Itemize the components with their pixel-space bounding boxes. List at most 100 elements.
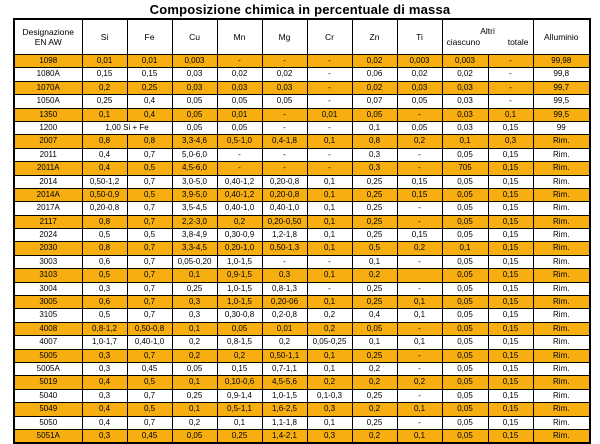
- value-cell: 0,2: [396, 134, 443, 149]
- value-cell: Rim.: [532, 402, 591, 417]
- value-cell: 1,0-1,5: [216, 295, 263, 310]
- value-cell: 0,5: [81, 228, 128, 243]
- value-cell: Rim.: [532, 174, 591, 189]
- value-cell: 0,2: [396, 241, 443, 256]
- value-cell: 0,03: [396, 80, 443, 96]
- value-cell: 0,2: [306, 321, 353, 337]
- value-cell: -: [261, 107, 308, 122]
- value-cell: Rim.: [532, 134, 591, 149]
- value-cell: 0,50-1,1: [261, 348, 308, 363]
- table-row: 3003 0,6 0,7 0,05-0,20 1,0-1,5- -0,1-0,05 0,15…: [13, 254, 591, 270]
- value-cell: 0,40-1,2: [216, 187, 263, 203]
- value-cell: 0,2: [81, 80, 128, 96]
- value-cell: 0,3: [81, 348, 128, 363]
- value-cell: 0,2: [171, 335, 218, 350]
- designation-cell: 3003: [13, 254, 83, 270]
- value-cell: 0,05: [171, 107, 218, 122]
- value-cell: -: [261, 254, 308, 270]
- value-cell: 0,05: [351, 321, 398, 337]
- value-cell: 0,40-1,0: [126, 335, 173, 350]
- value-cell: 0,2: [171, 348, 218, 363]
- value-cell: 0,25: [351, 174, 398, 189]
- value-cell: 0,15: [487, 321, 534, 337]
- value-cell: -: [396, 107, 443, 122]
- table-row: 2007 0,8 0,8 3,3-4,6 0,5-1,0 0,4-1,8 0,1 0,8 0,2…: [13, 134, 591, 149]
- header-altri-label: Altri: [480, 25, 495, 36]
- value-cell: 0,4: [81, 402, 128, 417]
- value-cell: 0,05: [441, 254, 489, 270]
- header-fe: Fe: [126, 18, 173, 55]
- value-cell: 0,2-0,8: [261, 308, 308, 323]
- value-cell: 0,05-0,20: [171, 254, 218, 270]
- value-cell: 0,25: [351, 388, 398, 404]
- value-cell: -: [306, 80, 353, 96]
- value-cell: 0,8: [81, 214, 128, 230]
- value-cell: -: [396, 361, 443, 377]
- table-row: 2017A 0,20-0,8 0,7 3,5-4,5 0,40-1,0 0,40-1,0 0…: [13, 201, 591, 216]
- designation-cell: 3105: [13, 308, 83, 323]
- value-cell: 0,20-1,0: [216, 241, 263, 256]
- table-row: 2030 0,8 0,7 3,3-4,5 0,20-1,0 0,50-1,3 0,1 0,5 0…: [13, 241, 591, 256]
- value-cell: 0,7: [126, 268, 173, 283]
- value-cell: 0,50-1,2: [81, 174, 128, 189]
- value-cell: 0,2: [261, 335, 308, 350]
- value-cell: 0,03: [171, 67, 218, 82]
- value-cell: 0,15: [487, 348, 534, 363]
- table-row: 2117 0,8 0,7 2,2-3,0 0,2 0,20-0,50 0,1 0,25-0,0…: [13, 214, 591, 230]
- value-cell: 1,2-1,8: [261, 228, 308, 243]
- value-cell: -: [306, 120, 353, 136]
- value-cell: 0,5: [126, 187, 173, 203]
- value-cell: 0,15: [487, 147, 534, 163]
- value-cell: 0,40-1,0: [216, 201, 263, 216]
- value-cell: 0,1: [306, 415, 353, 430]
- value-cell: Rim.: [532, 348, 591, 363]
- value-cell: 0,25: [126, 80, 173, 96]
- value-cell: 0,1: [351, 254, 398, 270]
- header-alluminio: Alluminio: [532, 18, 591, 55]
- value-cell: 0,01: [81, 53, 128, 69]
- value-cell: 0,03: [441, 80, 489, 96]
- value-cell: 0,15: [487, 281, 534, 297]
- value-cell: 0,25: [81, 94, 128, 109]
- value-cell: 0,15: [487, 120, 534, 136]
- value-cell: 0,05: [441, 361, 489, 377]
- value-cell: 0,5: [126, 375, 173, 390]
- value-cell: 0,03: [441, 107, 489, 122]
- value-cell: 0,6: [81, 295, 128, 310]
- table-row: 5040 0,3 0,7 0,25 0,9-1,4 1,0-1,5 0,1-0,3 0,25-…: [13, 388, 591, 404]
- designation-cell: 1080A: [13, 67, 83, 82]
- value-cell: 0,20-06: [261, 295, 308, 310]
- header-cu: Cu: [171, 18, 218, 55]
- value-cell: -: [306, 147, 353, 163]
- value-cell: 0,25: [351, 214, 398, 230]
- table-row: 1050A 0,25 0,4 0,05 0,05 0,05-0,07 0,05 0,03-99…: [13, 94, 591, 109]
- value-cell: 0,003: [396, 53, 443, 69]
- value-cell: 0,4: [351, 308, 398, 323]
- value-cell: 0,05: [441, 402, 489, 417]
- value-cell: 0,15: [487, 201, 534, 216]
- value-cell: -: [216, 147, 263, 163]
- value-cell: 0,3: [306, 402, 353, 417]
- value-cell: 99,5: [532, 107, 591, 122]
- value-cell: 0,4: [126, 94, 173, 109]
- designation-cell: 2017A: [13, 201, 83, 216]
- value-cell: 0,40-1,2: [216, 174, 263, 189]
- table-row: 1070A 0,2 0,25 0,03 0,03 0,03-0,02 0,03 0,03-99…: [13, 80, 591, 96]
- value-cell: 0,02: [351, 53, 398, 69]
- designation-cell: 3103: [13, 268, 83, 283]
- value-cell: 0,05: [171, 428, 218, 444]
- value-cell: -: [306, 281, 353, 297]
- value-cell: Rim.: [532, 428, 591, 444]
- value-cell: Rim.: [532, 241, 591, 256]
- value-cell: -: [261, 120, 308, 136]
- designation-cell: 5050: [13, 415, 83, 430]
- value-cell: -: [306, 254, 353, 270]
- value-cell: 0,5: [126, 161, 173, 176]
- value-cell: -: [396, 321, 443, 337]
- value-cell: 0,50-1,3: [261, 241, 308, 256]
- value-cell: 0,10-0,6: [216, 375, 263, 390]
- value-cell: 0,2: [351, 428, 398, 444]
- value-cell: 3,3-4,5: [171, 241, 218, 256]
- value-cell: 2,2-3,0: [171, 214, 218, 230]
- value-cell: 0,1: [171, 375, 218, 390]
